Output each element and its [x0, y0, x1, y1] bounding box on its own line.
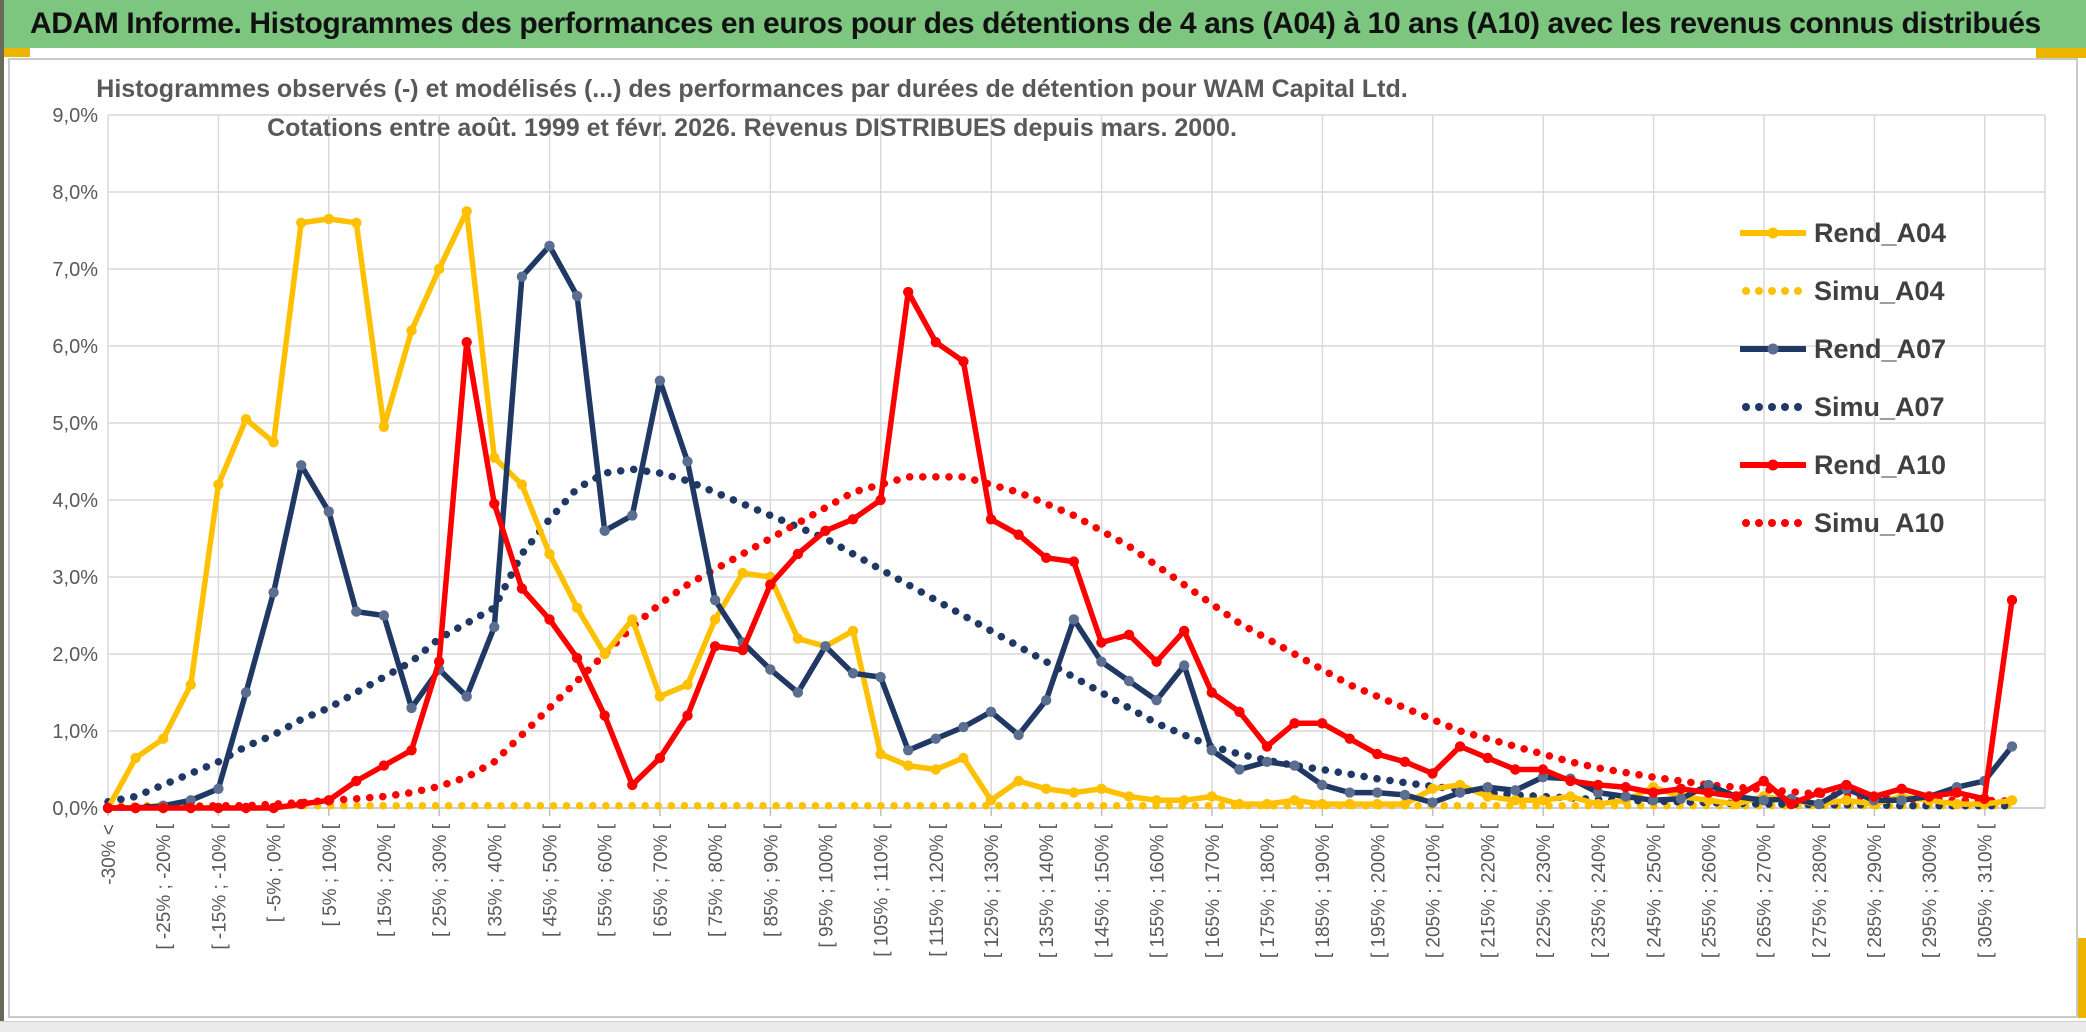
accent-top-right — [2036, 48, 2086, 58]
legend-label: Rend_A10 — [1814, 449, 1947, 480]
chart-title: Histogrammes observés (-) et modélisés (… — [96, 75, 1407, 142]
x-tick-label: [ 195% ; 200% [ — [1368, 823, 1389, 958]
legend-label: Simu_A07 — [1814, 391, 1945, 422]
x-tick-label: [ 15% ; 20% [ — [375, 823, 396, 937]
y-tick-label: 2,0% — [52, 644, 98, 666]
legend-label: Simu_A04 — [1814, 275, 1945, 306]
legend-item-simu-a10[interactable]: Simu_A10 — [1740, 494, 2010, 552]
y-tick-label: 3,0% — [52, 567, 98, 589]
legend-label: Rend_A04 — [1814, 217, 1947, 248]
x-tick-label: [ 5% ; 10% [ — [320, 823, 341, 926]
banner: ADAM Informe. Histogrammes des performan… — [4, 0, 2086, 48]
x-tick-label: [ -25% ; -20% [ — [154, 823, 175, 949]
legend-swatch-rend-a04-icon — [1740, 227, 1806, 239]
y-axis-labels: 0,0% 1,0% 2,0% 3,0% 4,0% 5,0% 6,0% 7,0% 8,0% 9,0% — [52, 105, 98, 820]
banner-title: ADAM Informe. Histogrammes des performan… — [30, 7, 2041, 40]
x-tick-label: [ 185% ; 190% [ — [1313, 823, 1334, 958]
series-simu_a10 — [104, 473, 2016, 811]
series-rend_a10 — [102, 286, 2018, 814]
x-tick-label: -30% < — [99, 824, 120, 885]
gridlines — [107, 114, 2046, 816]
legend-item-simu-a07[interactable]: Simu_A07 — [1740, 378, 2010, 436]
legend-swatch-simu-a04-icon — [1742, 287, 1802, 295]
y-tick-label: 5,0% — [52, 413, 98, 435]
x-tick-label: [ -15% ; -10% [ — [209, 823, 230, 949]
chart-sheet — [8, 58, 2078, 1018]
legend-swatch-rend-a10-icon — [1740, 459, 1806, 471]
x-tick-label: [ 155% ; 160% [ — [1148, 823, 1169, 958]
x-tick-label: [ 45% ; 50% [ — [541, 823, 562, 937]
x-tick-label: [ 25% ; 30% [ — [430, 823, 451, 937]
x-tick-label: [ 95% ; 100% [ — [816, 823, 837, 947]
legend-label: Simu_A10 — [1814, 507, 1945, 538]
x-tick-label: [ 125% ; 130% [ — [982, 823, 1003, 958]
x-tick-label: [ 205% ; 210% [ — [1424, 823, 1445, 958]
legend-item-simu-a04[interactable]: Simu_A04 — [1740, 262, 2010, 320]
chart-legend: Rend_A04 Simu_A04 Rend_A07 Simu_A07 Rend… — [1740, 204, 2010, 552]
x-tick-label: [ 285% ; 290% [ — [1865, 823, 1886, 958]
x-tick-label: [ -5% ; 0% [ — [265, 823, 286, 922]
x-tick-label: [ 235% ; 240% [ — [1589, 823, 1610, 958]
series-rend_a07 — [102, 240, 2018, 814]
window-left-edge — [0, 0, 4, 1031]
accent-top-left — [4, 48, 30, 57]
x-axis-labels: -30% < [ -25% ; -20% [ [ -15% ; -10% [ [ -5… — [99, 823, 1996, 958]
x-tick-label: [ 115% ; 120% [ — [927, 823, 948, 956]
y-tick-label: 6,0% — [52, 336, 98, 358]
x-tick-label: [ 65% ; 70% [ — [651, 823, 672, 937]
x-tick-label: [ 135% ; 140% [ — [1037, 823, 1058, 958]
y-tick-label: 8,0% — [52, 182, 98, 204]
x-tick-label: [ 145% ; 150% [ — [1092, 823, 1113, 958]
legend-label: Rend_A07 — [1814, 333, 1947, 364]
x-tick-label: [ 85% ; 90% [ — [761, 823, 782, 937]
y-tick-label: 0,0% — [52, 798, 98, 820]
x-tick-label: [ 305% ; 310% [ — [1975, 823, 1996, 958]
legend-item-rend-a04[interactable]: Rend_A04 — [1740, 204, 2010, 262]
y-tick-label: 7,0% — [52, 259, 98, 281]
x-tick-label: [ 265% ; 270% [ — [1755, 823, 1776, 958]
accent-bottom-right — [2076, 938, 2086, 1018]
chart-title-line2: Cotations entre août. 1999 et févr. 2026… — [267, 114, 1237, 142]
y-tick-label: 1,0% — [52, 721, 98, 743]
series-simu_a07 — [104, 465, 2016, 810]
legend-item-rend-a10[interactable]: Rend_A10 — [1740, 436, 2010, 494]
legend-swatch-rend-a07-icon — [1740, 343, 1806, 355]
x-tick-label: [ 35% ; 40% [ — [485, 823, 506, 937]
x-tick-label: [ 255% ; 260% [ — [1699, 823, 1720, 958]
x-tick-label: [ 245% ; 250% [ — [1644, 823, 1665, 958]
x-tick-label: [ 215% ; 220% [ — [1479, 823, 1500, 958]
x-tick-label: [ 175% ; 180% [ — [1258, 823, 1279, 958]
y-tick-label: 4,0% — [52, 490, 98, 512]
x-tick-label: [ 225% ; 230% [ — [1534, 823, 1555, 958]
legend-item-rend-a07[interactable]: Rend_A07 — [1740, 320, 2010, 378]
footer-strip — [0, 1021, 2086, 1032]
chart-title-line1: Histogrammes observés (-) et modélisés (… — [96, 75, 1407, 103]
x-tick-label: [ 295% ; 300% [ — [1920, 823, 1941, 958]
x-tick-label: [ 55% ; 60% [ — [596, 823, 617, 937]
x-tick-label: [ 105% ; 110% [ — [872, 823, 893, 956]
x-tick-label: [ 275% ; 280% [ — [1810, 823, 1831, 958]
legend-swatch-simu-a07-icon — [1742, 403, 1802, 411]
x-tick-label: [ 75% ; 80% [ — [706, 823, 727, 937]
x-tick-label: [ 165% ; 170% [ — [1203, 823, 1224, 958]
legend-swatch-simu-a10-icon — [1742, 519, 1802, 527]
y-tick-label: 9,0% — [52, 105, 98, 127]
